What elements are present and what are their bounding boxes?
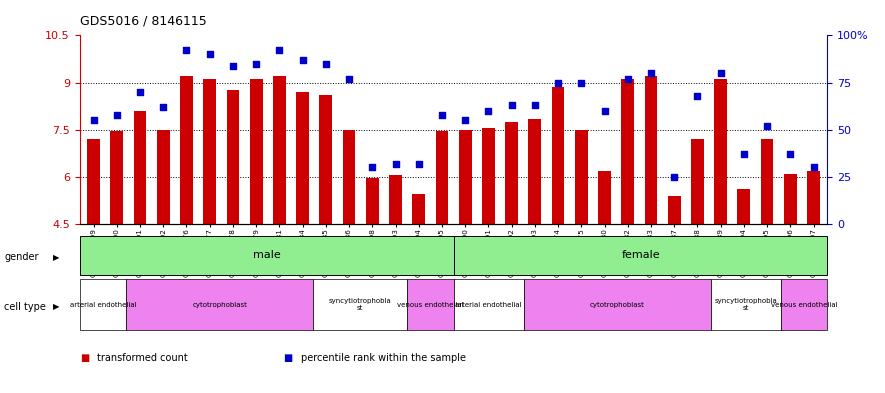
Bar (714, 79, 727, 224)
Bar (273, 76, 286, 224)
Bar (80, 236, 454, 275)
Text: gender: gender (4, 252, 39, 263)
Point (319, 61, 333, 67)
Bar (454, 279, 524, 330)
Bar (784, 174, 796, 224)
Bar (389, 175, 402, 224)
Bar (737, 189, 750, 224)
Point (713, 70, 727, 76)
Bar (407, 279, 454, 330)
Text: arterial endothelial: arterial endothelial (70, 301, 136, 308)
Text: GDS5016 / 8146115: GDS5016 / 8146115 (80, 15, 206, 28)
Text: venous endothelial: venous endothelial (771, 301, 837, 308)
Point (481, 108, 496, 114)
Bar (157, 130, 170, 224)
Bar (454, 236, 827, 275)
Bar (296, 92, 309, 224)
Point (667, 174, 681, 180)
Point (389, 160, 403, 167)
Bar (528, 119, 542, 224)
Bar (781, 279, 827, 330)
Point (551, 79, 566, 86)
Point (760, 123, 774, 129)
Bar (575, 130, 588, 224)
Text: transformed count: transformed count (97, 353, 189, 363)
Bar (250, 79, 263, 224)
Point (644, 70, 658, 76)
Text: ■: ■ (283, 353, 292, 363)
Point (203, 51, 217, 57)
Point (527, 102, 542, 108)
Bar (127, 279, 313, 330)
Point (690, 93, 704, 99)
Point (597, 108, 612, 114)
Text: male: male (253, 250, 281, 261)
Bar (691, 139, 704, 224)
Bar (644, 76, 658, 224)
Bar (621, 79, 635, 224)
Bar (458, 130, 472, 224)
Point (342, 75, 356, 82)
Bar (111, 131, 123, 224)
Text: cytotrophoblast: cytotrophoblast (192, 301, 247, 308)
Point (806, 164, 820, 171)
Bar (505, 122, 518, 224)
Point (156, 104, 170, 110)
Bar (435, 131, 449, 224)
Bar (524, 279, 711, 330)
Text: cell type: cell type (4, 301, 46, 312)
Text: ▶: ▶ (53, 302, 59, 311)
Bar (412, 194, 425, 224)
Bar (598, 171, 611, 224)
Point (366, 164, 380, 171)
Bar (134, 111, 146, 224)
Point (574, 79, 589, 86)
Point (783, 151, 797, 157)
Bar (313, 279, 407, 330)
Text: arterial endothelial: arterial endothelial (455, 301, 522, 308)
Text: female: female (621, 250, 660, 261)
Bar (204, 79, 216, 224)
Text: ■: ■ (80, 353, 88, 363)
Bar (482, 128, 495, 224)
Point (110, 112, 124, 118)
Point (504, 102, 519, 108)
Text: ▶: ▶ (53, 253, 59, 262)
Point (87, 117, 101, 123)
Point (412, 160, 426, 167)
Point (180, 47, 194, 53)
Point (133, 89, 147, 95)
Text: venous endothelial: venous endothelial (396, 301, 464, 308)
Point (737, 151, 751, 157)
Bar (807, 171, 820, 224)
Point (226, 62, 240, 69)
Point (458, 117, 473, 123)
Point (296, 57, 310, 63)
Text: cytotrophoblast: cytotrophoblast (589, 301, 644, 308)
Point (435, 112, 449, 118)
Bar (668, 196, 681, 224)
Text: percentile rank within the sample: percentile rank within the sample (301, 353, 466, 363)
Bar (342, 130, 356, 224)
Point (620, 75, 635, 82)
Bar (366, 178, 379, 224)
Point (273, 47, 287, 53)
Text: syncytiotrophobla
st: syncytiotrophobla st (328, 298, 391, 311)
Point (249, 61, 263, 67)
Bar (319, 95, 332, 224)
Bar (80, 279, 127, 330)
Bar (88, 139, 100, 224)
Bar (180, 76, 193, 224)
Bar (227, 90, 239, 224)
Text: syncytiotrophobla
st: syncytiotrophobla st (714, 298, 777, 311)
Bar (711, 279, 781, 330)
Bar (761, 139, 773, 224)
Bar (551, 87, 565, 224)
